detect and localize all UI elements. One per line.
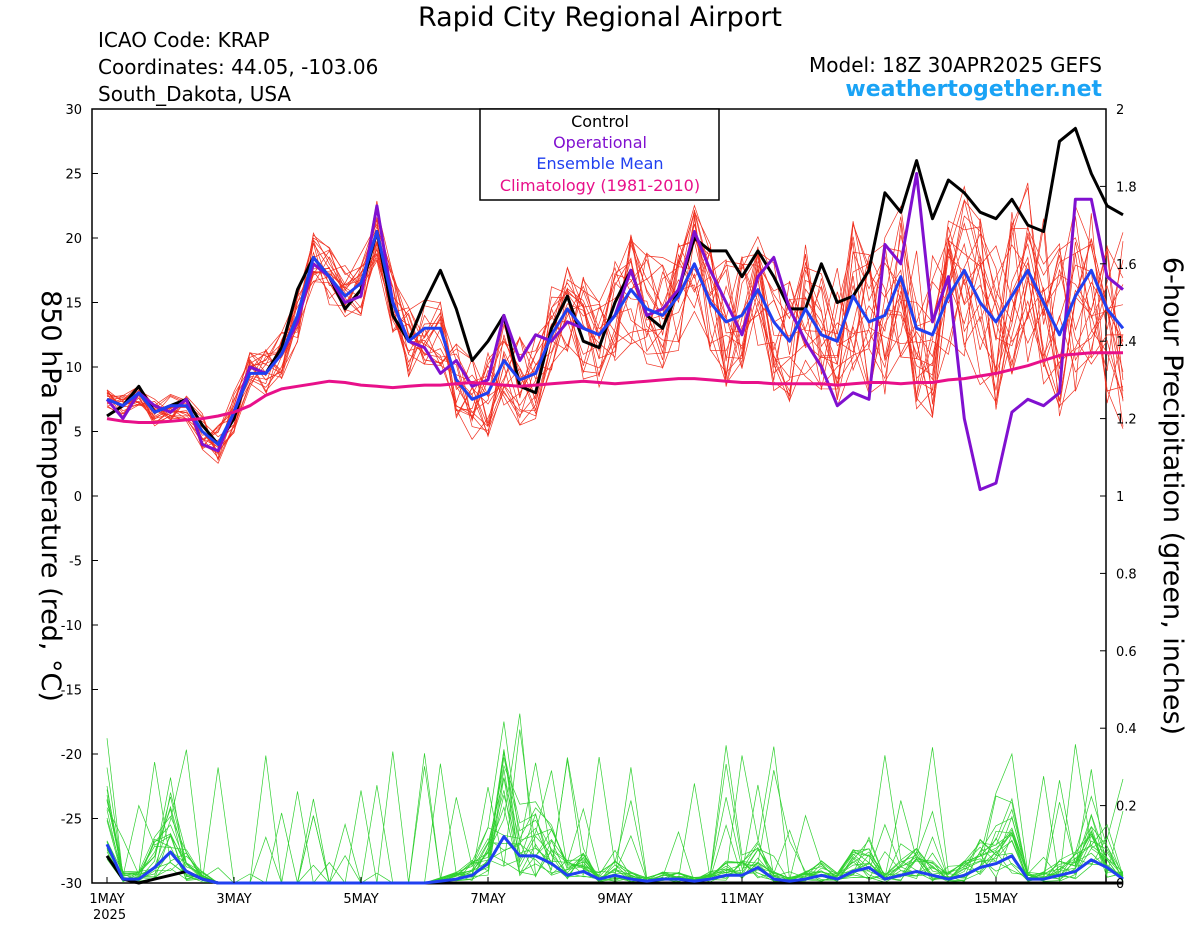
y-tick-label: 10 xyxy=(65,361,82,376)
y-tick-label: 20 xyxy=(65,232,82,247)
y2-tick-label: 0 xyxy=(1116,877,1124,892)
y2-tick-label: 1.4 xyxy=(1116,335,1137,350)
y-tick-label: 30 xyxy=(65,103,82,118)
temp-member-line xyxy=(106,205,1124,436)
y-axis-label: 850 hPa Temperature (red, °C) xyxy=(35,290,66,702)
model-run: Model: 18Z 30APR2025 GEFS xyxy=(809,53,1102,77)
temp-member-line xyxy=(106,225,1124,448)
y2-tick-label: 0.6 xyxy=(1116,645,1137,660)
legend-box xyxy=(479,108,720,201)
y-tick-label: 5 xyxy=(74,426,82,441)
y2-tick-label: 1 xyxy=(1116,490,1124,505)
legend-climatology: Climatology (1981-2010) xyxy=(500,176,700,195)
y2-tick-label: 0.4 xyxy=(1116,722,1137,737)
region: South_Dakota, USA xyxy=(98,82,292,106)
coordinates: Coordinates: 44.05, -103.06 xyxy=(98,55,379,79)
y-tick-label: -25 xyxy=(61,813,82,828)
y-tick-label: 0 xyxy=(74,490,82,505)
y2-tick-label: 2 xyxy=(1116,103,1124,118)
x-tick-label: 15MAY xyxy=(974,892,1018,907)
x-tick-label: 7MAY xyxy=(470,892,505,907)
precip-member-line xyxy=(106,762,1124,884)
legend: Control Operational Ensemble Mean Climat… xyxy=(479,108,720,201)
y-tick-label: -15 xyxy=(61,684,82,699)
x-tick-label: 11MAY xyxy=(720,892,764,907)
precip-member-line xyxy=(106,713,1124,884)
y-tick-label: -10 xyxy=(61,619,82,634)
x-tick-label: 9MAY xyxy=(597,892,632,907)
precip-member-line xyxy=(106,777,1124,884)
plot-frame xyxy=(91,108,1107,884)
chart-title: Rapid City Regional Airport xyxy=(417,2,783,33)
temp-member-line xyxy=(106,212,1124,450)
temp-member-line xyxy=(106,209,1124,456)
y2-tick-label: 1.6 xyxy=(1116,258,1137,273)
temp-series-ensemble-mean xyxy=(106,230,1125,446)
x-tick-sublabel: 2025 xyxy=(93,908,126,923)
y-tick-label: -30 xyxy=(61,877,82,892)
series-lines xyxy=(105,126,1125,885)
y2-tick-label: 1.2 xyxy=(1116,413,1137,428)
precip-member-line xyxy=(106,766,1124,884)
legend-control: Control xyxy=(571,112,629,131)
temp-member-line xyxy=(106,207,1124,441)
x-tick-label: 5MAY xyxy=(343,892,378,907)
precip-member-line xyxy=(106,777,1124,884)
temp-series-climatology- xyxy=(106,351,1123,424)
temp-member-line xyxy=(106,221,1123,449)
precip-series-ensemble-mean xyxy=(105,835,1124,885)
axes: 302520151050-5-10-15-20-25-3021.81.61.41… xyxy=(61,103,1137,923)
legend-ensemble-mean: Ensemble Mean xyxy=(536,154,663,173)
y-tick-label: 15 xyxy=(65,297,82,312)
temp-series-control xyxy=(106,126,1124,446)
x-tick-label: 1MAY xyxy=(89,892,124,907)
temp-member-line xyxy=(106,200,1124,443)
y2-tick-label: 1.8 xyxy=(1116,180,1137,195)
x-tick-label: 3MAY xyxy=(216,892,251,907)
legend-operational: Operational xyxy=(553,133,647,152)
y2-axis-label: 6-hour Precipitation (green, inches) xyxy=(1157,257,1188,735)
site-link[interactable]: weathertogether.net xyxy=(845,77,1102,102)
temp-member-line xyxy=(106,182,1124,441)
y-tick-label: -20 xyxy=(61,748,82,763)
y2-tick-label: 0.8 xyxy=(1116,567,1137,582)
temp-member-line xyxy=(106,234,1124,448)
temp-member-line xyxy=(106,210,1124,450)
y-tick-label: 25 xyxy=(65,168,82,183)
x-tick-label: 13MAY xyxy=(847,892,891,907)
y2-tick-label: 0.2 xyxy=(1116,800,1137,815)
temp-member-line xyxy=(106,199,1124,444)
temp-member-line xyxy=(106,185,1124,464)
ensemble-members xyxy=(106,182,1124,884)
icao-code: ICAO Code: KRAP xyxy=(98,28,270,52)
y-tick-label: -5 xyxy=(69,555,82,570)
